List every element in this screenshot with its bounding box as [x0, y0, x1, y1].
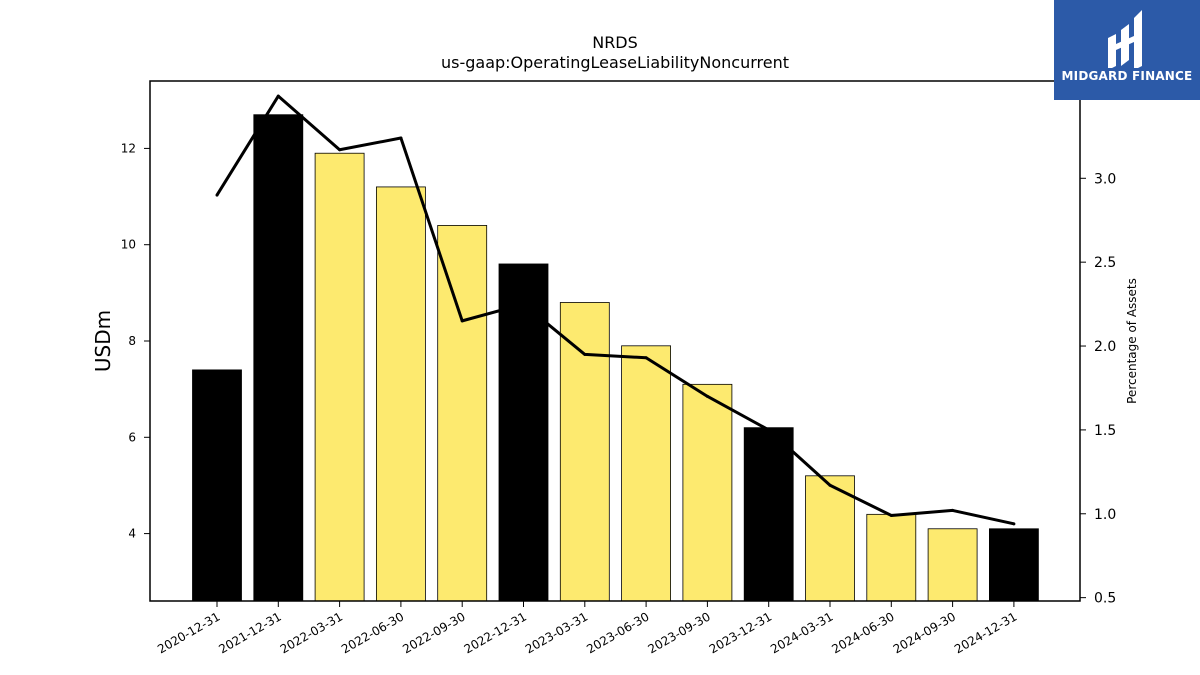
- y-axis-right: 0.51.01.52.02.53.03.5: [1080, 87, 1116, 607]
- bar-2024-06-30: [866, 513, 917, 602]
- x-tick-label: 2022-12-31: [462, 609, 529, 656]
- midgard-logo-icon: [1108, 10, 1142, 68]
- x-tick-label: 2023-03-31: [523, 609, 590, 656]
- bar-series: [192, 114, 1039, 602]
- line-point-2024-12-31: [1012, 522, 1016, 526]
- bar-2023-06-30: [621, 345, 671, 602]
- bar-2024-12-31: [989, 528, 1039, 602]
- bar-2023-09-30: [682, 383, 733, 602]
- y-axis-left: 4 6 8 10 12: [121, 141, 150, 541]
- line-point-2023-12-31: [767, 428, 771, 432]
- y-axis-label: USDm: [91, 310, 115, 372]
- bar-2024-09-30: [927, 528, 978, 602]
- line-point-2022-12-31: [522, 302, 525, 306]
- x-tick-label: 2022-03-31: [278, 609, 345, 656]
- line-point-2024-03-31: [828, 483, 832, 487]
- line-point-2023-09-30: [705, 394, 709, 398]
- percentage-line: [215, 94, 1015, 526]
- bar-2023-12-31: [743, 427, 794, 602]
- logo-text: MIDGARD FINANCE: [1061, 69, 1193, 83]
- line-point-2024-06-30: [889, 513, 893, 517]
- line-point-2022-06-30: [399, 136, 403, 140]
- line-point-2023-03-31: [583, 352, 587, 356]
- y-tick-label: 10: [121, 238, 136, 252]
- bar-2023-03-31: [559, 302, 610, 602]
- y2-tick-label: 2.0: [1094, 339, 1116, 355]
- bar-2022-09-30: [437, 225, 488, 602]
- line-point-2024-09-30: [951, 508, 955, 512]
- x-tick-label: 2022-09-30: [400, 609, 467, 656]
- bar-2022-03-31: [314, 152, 365, 602]
- line-series: [215, 94, 1016, 526]
- bar-2021-12-31: [253, 114, 304, 602]
- y-tick-label: 6: [128, 430, 136, 444]
- line-point-2023-06-30: [644, 356, 648, 360]
- x-tick-label: 2023-06-30: [584, 609, 651, 656]
- bar-2024-03-31: [805, 475, 855, 602]
- x-axis: 2020-12-312021-12-312022-03-312022-06-30…: [155, 601, 1019, 656]
- bar-2022-06-30: [375, 186, 426, 602]
- line-point-2021-12-31: [276, 94, 280, 98]
- y2-tick-label: 2.5: [1094, 255, 1116, 271]
- chart-title: NRDS: [592, 33, 638, 52]
- y2-axis-label: Percentage of Assets: [1125, 278, 1139, 404]
- x-tick-label: 2021-12-31: [216, 609, 283, 656]
- x-tick-label: 2024-03-31: [768, 609, 835, 656]
- x-tick-label: 2023-12-31: [707, 609, 774, 656]
- x-tick-label: 2024-06-30: [829, 609, 896, 656]
- y2-tick-label: 3.0: [1094, 171, 1116, 187]
- line-point-2022-03-31: [338, 148, 342, 152]
- y-tick-label: 8: [128, 334, 136, 348]
- logo-badge: MIDGARD FINANCE: [1054, 0, 1200, 100]
- x-tick-label: 2023-09-30: [645, 609, 712, 656]
- y-tick-label: 4: [128, 527, 136, 541]
- chart-subtitle: us-gaap:OperatingLeaseLiabilityNoncurren…: [441, 53, 789, 72]
- y-tick-label: 12: [121, 141, 136, 155]
- bar-2022-12-31: [498, 263, 549, 602]
- x-tick-label: 2020-12-31: [155, 609, 222, 656]
- y2-tick-label: 0.5: [1094, 591, 1116, 607]
- y2-tick-label: 1.0: [1094, 507, 1116, 523]
- line-point-2022-09-30: [460, 319, 464, 323]
- x-tick-label: 2024-12-31: [952, 609, 1019, 656]
- y2-tick-label: 1.5: [1094, 423, 1116, 439]
- line-point-2020-12-31: [215, 193, 219, 197]
- bar-2020-12-31: [192, 369, 242, 602]
- x-tick-label: 2024-09-30: [891, 609, 958, 656]
- x-tick-label: 2022-06-30: [339, 609, 406, 656]
